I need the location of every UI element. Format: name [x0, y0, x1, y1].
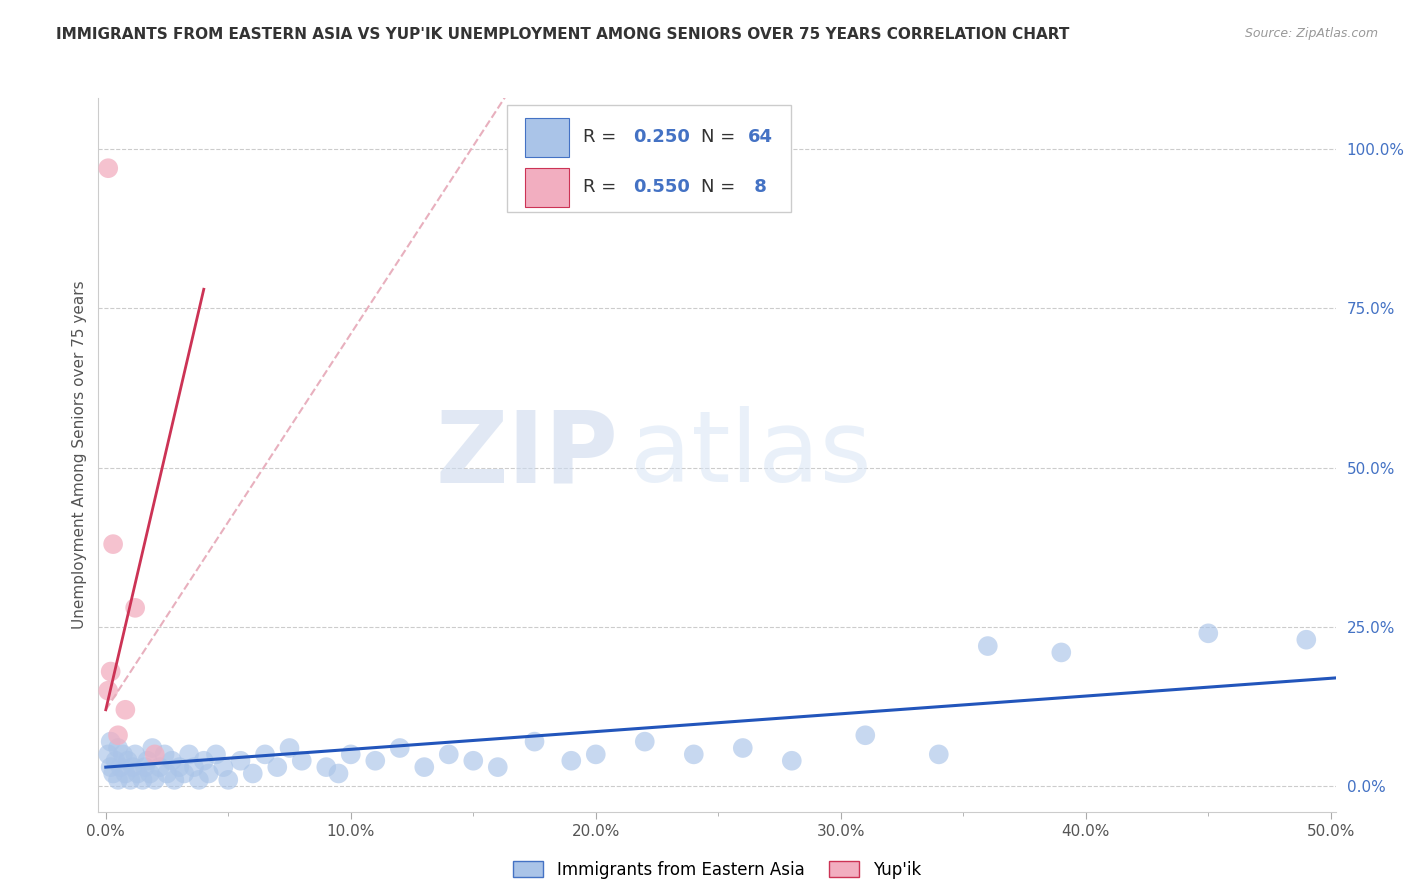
Point	[1197, 626, 1219, 640]
Point	[107, 772, 129, 787]
Text: 8: 8	[748, 178, 766, 196]
Point	[253, 747, 276, 762]
Point	[731, 741, 754, 756]
Point	[139, 766, 162, 780]
Text: R =: R =	[583, 178, 623, 196]
Point	[205, 747, 228, 762]
Point	[136, 754, 159, 768]
Point	[134, 760, 156, 774]
Point	[1050, 645, 1073, 659]
Point	[242, 766, 264, 780]
Point	[101, 766, 124, 780]
Text: ZIP: ZIP	[436, 407, 619, 503]
Point	[291, 754, 314, 768]
Point	[853, 728, 876, 742]
Point	[413, 760, 436, 774]
Text: R =: R =	[583, 128, 623, 146]
Point	[149, 760, 172, 774]
Point	[388, 741, 411, 756]
Point	[229, 754, 252, 768]
Point	[124, 600, 146, 615]
Point	[114, 703, 136, 717]
Point	[486, 760, 509, 774]
Point	[124, 747, 146, 762]
Point	[217, 772, 239, 787]
Point	[131, 772, 153, 787]
Point	[127, 766, 149, 780]
Point	[100, 734, 122, 748]
Point	[169, 760, 191, 774]
Point	[977, 639, 1000, 653]
Point	[120, 772, 142, 787]
Point	[364, 754, 387, 768]
Point	[315, 760, 337, 774]
Point	[100, 665, 122, 679]
Point	[97, 161, 120, 176]
Text: 0.250: 0.250	[633, 128, 690, 146]
Point	[183, 760, 205, 774]
Point	[107, 728, 129, 742]
Point	[111, 747, 134, 762]
Text: Source: ZipAtlas.com: Source: ZipAtlas.com	[1244, 27, 1378, 40]
Y-axis label: Unemployment Among Seniors over 75 years: Unemployment Among Seniors over 75 years	[72, 281, 87, 629]
Point	[339, 747, 361, 762]
Text: N =: N =	[702, 178, 741, 196]
Point	[100, 760, 122, 774]
FancyBboxPatch shape	[506, 105, 792, 212]
Point	[107, 741, 129, 756]
Point	[121, 760, 143, 774]
Point	[160, 754, 183, 768]
Text: N =: N =	[702, 128, 741, 146]
Text: IMMIGRANTS FROM EASTERN ASIA VS YUP'IK UNEMPLOYMENT AMONG SENIORS OVER 75 YEARS : IMMIGRANTS FROM EASTERN ASIA VS YUP'IK U…	[56, 27, 1070, 42]
Point	[114, 766, 136, 780]
Text: atlas: atlas	[630, 407, 872, 503]
Text: 0.550: 0.550	[633, 178, 690, 196]
Point	[156, 766, 179, 780]
Point	[634, 734, 657, 748]
Point	[104, 754, 127, 768]
Point	[212, 760, 235, 774]
FancyBboxPatch shape	[526, 168, 568, 207]
Point	[780, 754, 803, 768]
Point	[560, 754, 582, 768]
Point	[143, 747, 166, 762]
Point	[177, 747, 200, 762]
Point	[1295, 632, 1317, 647]
Legend: Immigrants from Eastern Asia, Yup'ik: Immigrants from Eastern Asia, Yup'ik	[506, 855, 928, 886]
Point	[278, 741, 301, 756]
Point	[463, 754, 485, 768]
Point	[928, 747, 950, 762]
Point	[585, 747, 607, 762]
Point	[110, 760, 132, 774]
Point	[117, 754, 139, 768]
Point	[97, 683, 120, 698]
Text: 64: 64	[748, 128, 773, 146]
FancyBboxPatch shape	[526, 118, 568, 157]
Point	[193, 754, 215, 768]
Point	[153, 747, 176, 762]
Point	[97, 747, 120, 762]
Point	[141, 741, 163, 756]
Point	[523, 734, 546, 748]
Point	[101, 537, 124, 551]
Point	[266, 760, 288, 774]
Point	[437, 747, 460, 762]
Point	[682, 747, 704, 762]
Point	[173, 766, 195, 780]
Point	[187, 772, 209, 787]
Point	[197, 766, 219, 780]
Point	[328, 766, 350, 780]
Point	[163, 772, 186, 787]
Point	[143, 772, 166, 787]
